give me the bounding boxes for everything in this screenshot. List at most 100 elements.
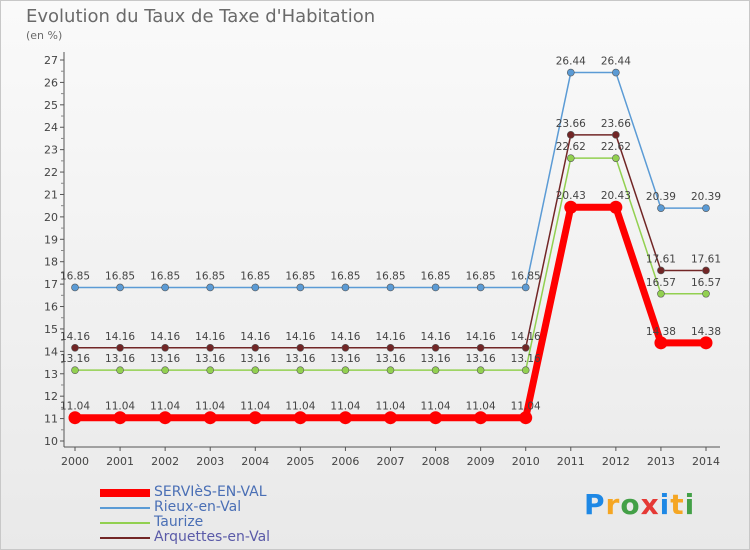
x-tick-label: 2012 [602,455,630,468]
data-point [654,336,668,350]
data-point [657,204,665,212]
data-point [519,411,533,425]
data-point [386,343,395,352]
x-tick-label: 2014 [692,455,720,468]
x-tick-label: 2006 [331,455,359,468]
data-label: 14.38 [691,326,721,338]
data-point [476,283,485,292]
data-label: 13.16 [330,353,360,365]
data-label: 23.66 [556,118,586,130]
data-point [429,411,443,425]
data-point [612,68,620,77]
data-point [609,200,623,214]
data-label: 14.16 [466,331,496,343]
y-tick-label: 11 [44,413,58,426]
data-point [521,343,530,352]
data-label: 11.04 [421,401,451,413]
data-point [338,411,352,425]
x-tick-label: 2013 [647,455,675,468]
data-point [702,266,710,275]
data-point [116,343,124,352]
data-label: 14.16 [105,331,135,343]
y-tick-label: 19 [44,233,58,246]
y-tick-label: 16 [44,301,58,314]
legend-label: Taurize [154,514,204,530]
data-point [206,283,215,292]
x-tick-label: 2009 [467,455,495,468]
x-tick-label: 2001 [106,455,134,468]
y-tick-label: 12 [44,390,58,403]
y-tick-label: 17 [44,278,58,291]
legend-swatch [100,522,150,524]
data-point [521,366,530,374]
x-tick-label: 2010 [512,455,540,468]
data-point [341,343,350,352]
data-label: 16.57 [691,277,721,289]
data-point [566,131,575,139]
data-label: 11.04 [511,401,541,413]
x-tick-label: 2007 [377,455,405,468]
x-tick-label: 2008 [422,455,450,468]
data-label: 16.85 [150,270,180,282]
data-label: 14.16 [150,331,180,343]
data-label: 20.43 [556,190,586,202]
data-label: 11.04 [195,401,225,413]
data-label: 11.04 [150,401,180,413]
data-label: 17.61 [646,253,676,265]
data-point [68,411,82,425]
data-label: 20.39 [691,191,721,203]
legend-label: Rieux-en-Val [154,499,242,515]
data-point [566,154,575,162]
y-tick-label: 23 [44,144,58,157]
data-point [161,283,169,292]
data-label: 26.44 [556,56,586,68]
data-label: 13.16 [421,353,451,365]
data-label: 14.16 [195,331,225,343]
data-label: 16.85 [105,270,135,282]
data-point [248,411,262,425]
data-point [386,366,395,374]
data-point [293,411,307,425]
data-point [161,366,169,374]
y-tick-label: 18 [44,256,58,269]
logo-letter: P [584,488,606,521]
data-point [341,283,350,292]
data-point [431,366,440,374]
x-tick-label: 2005 [286,455,314,468]
data-label: 16.85 [375,270,405,282]
logo-letter: i [684,488,696,521]
data-point [476,366,485,374]
legend-swatch [100,507,150,509]
data-point [431,283,440,292]
logo-letter: o [620,488,641,521]
data-label: 11.04 [285,401,315,413]
data-label: 14.16 [375,331,405,343]
data-label: 26.44 [601,56,631,68]
data-label: 11.04 [466,401,496,413]
data-label: 14.16 [330,331,360,343]
data-label: 13.16 [285,353,315,365]
data-label: 17.61 [691,253,721,265]
data-label: 16.85 [240,270,270,282]
data-label: 20.39 [646,191,676,203]
data-point [296,283,305,292]
chart-title: Evolution du Taux de Taxe d'Habitation [26,6,376,27]
data-label: 16.85 [466,270,496,282]
data-label: 11.04 [105,401,135,413]
data-point [296,366,305,374]
data-point [251,366,260,374]
legend-label: SERVIèS-EN-VAL [154,484,267,500]
data-label: 16.57 [646,277,676,289]
data-point [384,411,397,425]
y-tick-label: 15 [44,323,58,336]
data-point [116,283,124,292]
y-tick-label: 13 [44,368,58,381]
data-point [71,283,79,292]
data-point [251,283,260,292]
series-line [74,134,707,349]
data-label: 13.16 [240,353,270,365]
x-tick-label: 2002 [151,455,179,468]
data-label: 16.85 [511,270,541,282]
y-tick-label: 20 [44,211,58,224]
legend-label: Arquettes-en-Val [154,529,271,545]
